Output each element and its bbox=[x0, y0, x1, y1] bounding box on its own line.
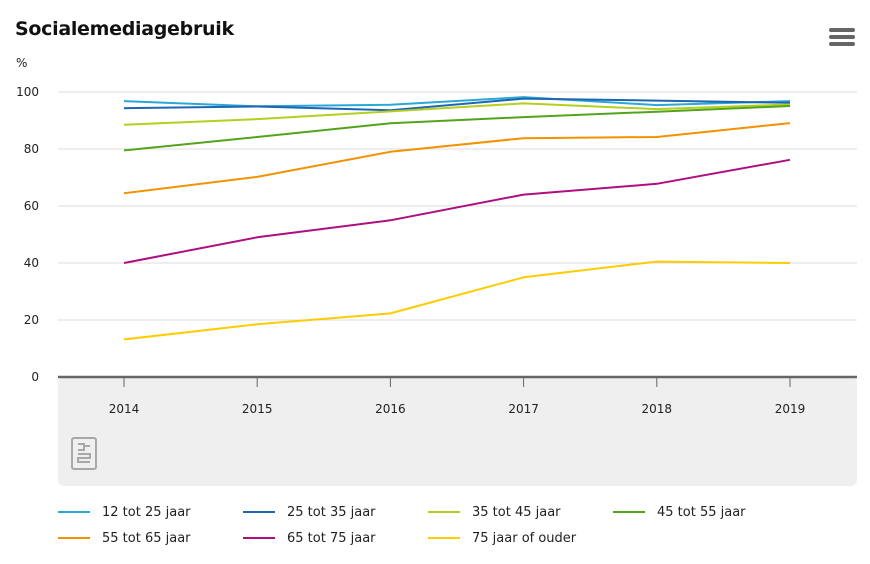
cbs-logo-icon bbox=[71, 437, 97, 470]
legend-swatch bbox=[58, 511, 90, 513]
x-tick-label: 2018 bbox=[642, 402, 673, 416]
x-tick-label: 2015 bbox=[242, 402, 273, 416]
legend-swatch bbox=[428, 511, 460, 513]
legend-swatch bbox=[243, 537, 275, 539]
legend-label: 35 tot 45 jaar bbox=[472, 504, 561, 520]
x-tick-label: 2017 bbox=[508, 402, 539, 416]
legend-swatch bbox=[428, 537, 460, 539]
y-tick-label: 60 bbox=[24, 199, 39, 213]
x-axis-ticks: 2014 2015 2016 2017 2018 2019 bbox=[109, 377, 806, 416]
series-line-4[interactable] bbox=[123, 105, 791, 152]
series-line-7[interactable] bbox=[123, 260, 791, 341]
hamburger-menu-icon[interactable] bbox=[829, 28, 855, 50]
legend-label: 65 tot 75 jaar bbox=[287, 530, 376, 546]
series-line-6[interactable] bbox=[123, 158, 791, 264]
legend-item[interactable]: 65 tot 75 jaar bbox=[243, 528, 376, 548]
series-line-3[interactable] bbox=[123, 102, 791, 126]
legend-swatch bbox=[243, 511, 275, 513]
series-line-5[interactable] bbox=[123, 122, 791, 195]
legend-item[interactable]: 35 tot 45 jaar bbox=[428, 502, 561, 522]
legend-item[interactable]: 25 tot 35 jaar bbox=[243, 502, 376, 522]
y-tick-label: 100 bbox=[16, 85, 39, 99]
series-line-1[interactable] bbox=[123, 96, 791, 108]
legend-label: 75 jaar of ouder bbox=[472, 530, 577, 546]
x-tick-label: 2019 bbox=[775, 402, 806, 416]
y-tick-label: 80 bbox=[24, 142, 39, 156]
series-line-2[interactable] bbox=[123, 97, 791, 112]
legend-label: 55 tot 65 jaar bbox=[102, 530, 191, 546]
legend-label: 12 tot 25 jaar bbox=[102, 504, 191, 520]
legend-swatch bbox=[58, 537, 90, 539]
line-chart: 0 20 40 60 80 100 % 2014 2015 2016 2017 2018 2019 bbox=[16, 56, 857, 486]
x-axis-panel bbox=[58, 377, 857, 486]
legend-item[interactable]: 75 jaar of ouder bbox=[428, 528, 576, 548]
y-axis-unit: % bbox=[16, 56, 27, 70]
legend-label: 45 tot 55 jaar bbox=[657, 504, 746, 520]
legend-item[interactable]: 45 tot 55 jaar bbox=[613, 502, 746, 522]
legend-label: 25 tot 35 jaar bbox=[287, 504, 376, 520]
legend-swatch bbox=[613, 511, 645, 513]
y-axis-ticks: 0 20 40 60 80 100 bbox=[16, 85, 39, 384]
y-tick-label: 0 bbox=[31, 370, 39, 384]
x-tick-label: 2016 bbox=[375, 402, 406, 416]
gridlines bbox=[58, 91, 857, 321]
x-tick-label: 2014 bbox=[109, 402, 140, 416]
y-tick-label: 40 bbox=[24, 256, 39, 270]
chart-title: Socialemediagebruik bbox=[15, 18, 234, 40]
legend-item[interactable]: 55 tot 65 jaar bbox=[58, 528, 191, 548]
legend-item[interactable]: 12 tot 25 jaar bbox=[58, 502, 191, 522]
y-tick-label: 20 bbox=[24, 313, 39, 327]
series-lines bbox=[123, 96, 791, 341]
